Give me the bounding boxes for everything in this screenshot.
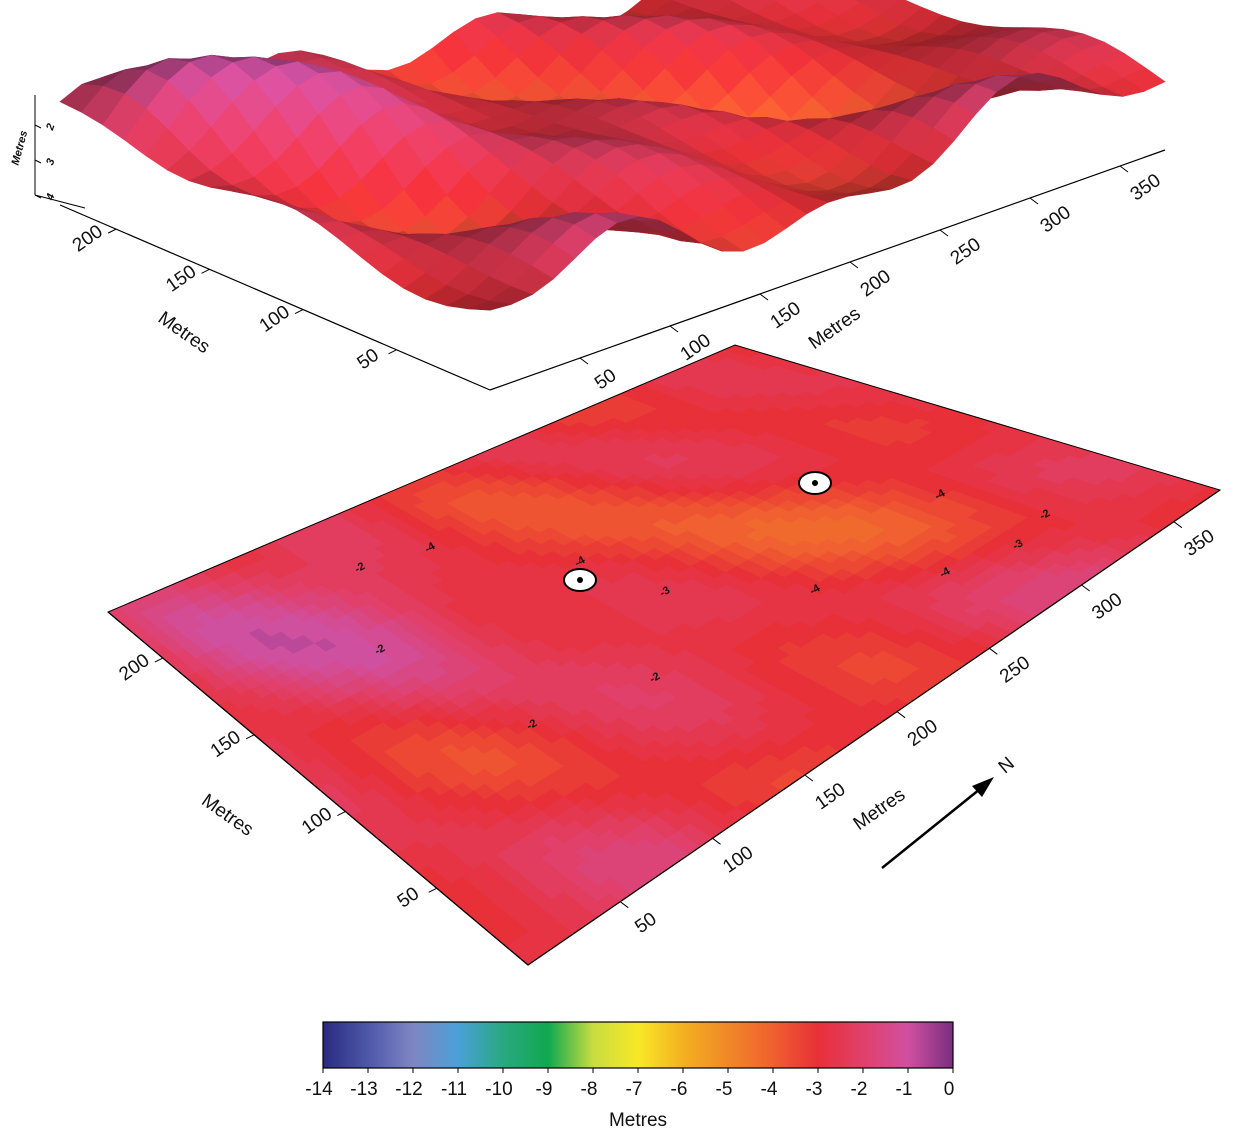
x-axis-title: Metres (805, 303, 865, 354)
x-tick-label: 150 (812, 779, 850, 814)
y-tick-label: 100 (298, 803, 336, 838)
y-tick-label: 50 (354, 345, 383, 374)
x-tick-label: 50 (591, 365, 620, 394)
y-tick-label: 200 (115, 650, 153, 685)
y-tick (202, 269, 210, 273)
colorbar-bar (323, 1022, 953, 1068)
north-label: N (995, 753, 1019, 778)
colorbar: -14-13-12-11-10-9-8-7-6-5-4-3-2-10Metres (305, 1022, 954, 1131)
colorbar-tick-label: -12 (395, 1079, 422, 1100)
x-tick (897, 712, 905, 718)
x-tick (1082, 585, 1090, 591)
z-axis-base (35, 195, 85, 208)
y-axis-title: Metres (154, 308, 214, 359)
page: 5010015020025030035050100150200MetresMet… (0, 0, 1235, 1132)
z-tick (35, 125, 41, 128)
y-axis-title: Metres (197, 790, 257, 841)
z-tick-label: 3 (44, 157, 57, 167)
x-tick (670, 326, 678, 332)
x-tick-label: 100 (719, 842, 757, 877)
colorbar-title: Metres (609, 1110, 667, 1131)
colorbar-tick-label: -13 (350, 1079, 377, 1100)
y-tick-label: 200 (69, 221, 107, 256)
colorbar-tick-label: -6 (671, 1079, 688, 1100)
colorbar-tick-label: -4 (761, 1079, 778, 1100)
y-tick-label: 150 (207, 727, 245, 762)
x-tick-label: 150 (767, 298, 805, 333)
x-tick-label: 350 (1127, 170, 1165, 205)
x-tick-label: 300 (1037, 202, 1075, 237)
x-tick-label: 50 (631, 909, 660, 938)
y-tick (389, 350, 397, 354)
colorbar-tick-label: -11 (441, 1079, 467, 1100)
y-tick (429, 888, 437, 892)
y-tick (337, 812, 345, 816)
colorbar-tick-label: -9 (536, 1079, 553, 1100)
marker-dot (577, 577, 583, 583)
colorbar-tick-label: 0 (944, 1079, 955, 1100)
z-axis-title: Metres (10, 129, 31, 166)
x-tick (1030, 198, 1038, 204)
x-tick (805, 775, 813, 781)
colorbar-tick-label: -10 (485, 1079, 512, 1100)
x-tick (620, 902, 628, 908)
x-tick-label: 200 (904, 716, 942, 751)
surface-plot: 5010015020025030035050100150200MetresMet… (10, 0, 1165, 394)
x-tick (1174, 522, 1182, 528)
z-tick-label: 2 (44, 122, 58, 133)
x-tick (760, 294, 768, 300)
x-tick-label: 300 (1088, 589, 1126, 624)
marker-dot (812, 480, 818, 486)
x-tick-label: 350 (1181, 526, 1219, 561)
y-tick (246, 735, 254, 739)
x-tick (713, 838, 721, 844)
colorbar-tick-label: -14 (305, 1079, 333, 1100)
y-tick (155, 658, 163, 662)
x-tick (1120, 166, 1128, 172)
x-tick-label: 250 (947, 234, 985, 269)
x-tick (989, 648, 997, 654)
z-tick-label: 4 (44, 192, 58, 203)
z-tick (35, 160, 41, 163)
y-tick-label: 100 (256, 301, 294, 336)
x-axis-title: Metres (850, 784, 910, 835)
colorbar-tick-label: -8 (581, 1079, 598, 1100)
colorbar-tick-label: -1 (896, 1079, 913, 1100)
x-tick-label: 250 (996, 652, 1034, 687)
x-tick (850, 262, 858, 268)
contour-map: -4-2-4-3-2-2-2-4-4-3-4-25010015020025030… (108, 345, 1220, 965)
colorbar-tick-label: -5 (716, 1079, 733, 1100)
colorbar-tick-label: -3 (806, 1079, 823, 1100)
x-tick (940, 230, 948, 236)
x-tick (580, 358, 588, 364)
y-tick (295, 310, 303, 314)
y-tick-label: 150 (162, 261, 200, 296)
x-tick-label: 200 (857, 266, 895, 301)
figure: 5010015020025030035050100150200MetresMet… (0, 0, 1235, 1132)
colorbar-tick-label: -7 (626, 1079, 643, 1100)
y-tick-label: 50 (394, 883, 423, 912)
colorbar-tick-label: -2 (851, 1079, 868, 1100)
y-tick (108, 229, 116, 233)
